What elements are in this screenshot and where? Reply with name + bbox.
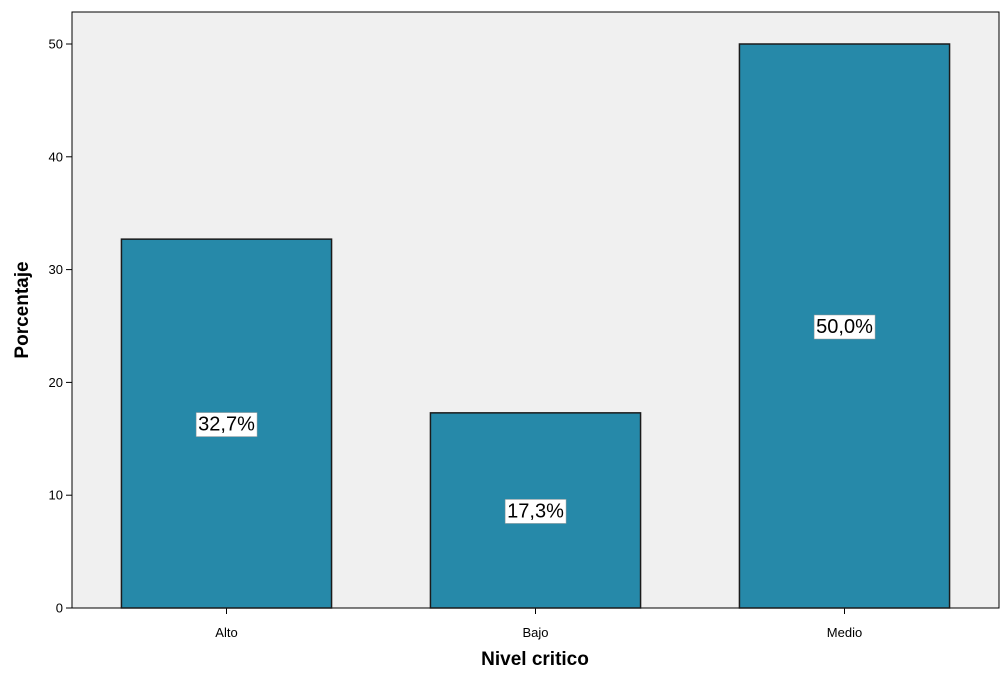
data-labels: 32,7% 17,3% 50,0% bbox=[195, 314, 876, 524]
data-label-text: 50,0% bbox=[816, 316, 873, 338]
y-tick-label: 30 bbox=[49, 262, 63, 277]
y-tick-label: 20 bbox=[49, 375, 63, 390]
data-label-box bbox=[504, 499, 567, 524]
x-tick-label-medio: Medio bbox=[827, 625, 862, 640]
y-tick-label: 10 bbox=[49, 488, 63, 503]
y-axis-title: Porcentaje bbox=[12, 261, 33, 358]
x-axis: Alto Bajo Medio bbox=[215, 608, 862, 640]
x-axis-title: Nivel critico bbox=[481, 649, 589, 670]
data-label-box bbox=[195, 412, 258, 437]
data-label-text: 32,7% bbox=[198, 414, 255, 436]
y-tick-label: 50 bbox=[49, 37, 63, 52]
data-label-medio: 50,0% bbox=[813, 314, 876, 340]
data-label-text: 17,3% bbox=[507, 500, 564, 522]
data-label-alto: 32,7% bbox=[195, 412, 258, 437]
x-tick-label-alto: Alto bbox=[215, 625, 237, 640]
y-tick-label: 40 bbox=[49, 149, 63, 164]
y-tick-label: 0 bbox=[56, 601, 63, 616]
data-label-bajo: 17,3% bbox=[504, 499, 567, 524]
data-label-box bbox=[813, 314, 876, 340]
y-axis: 0 10 20 30 40 50 bbox=[49, 37, 72, 616]
x-tick-label-bajo: Bajo bbox=[522, 625, 548, 640]
